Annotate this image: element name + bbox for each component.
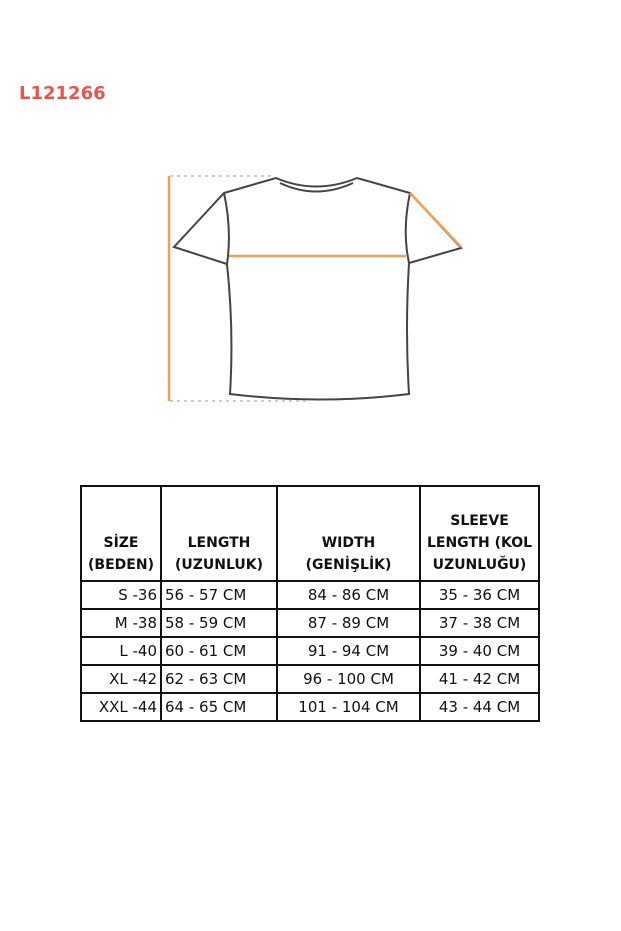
table-text: LENGTH (KOL (426, 535, 533, 551)
tshirt-measurement-diagram (167, 175, 463, 402)
table-text: 43 - 44 CM (419, 692, 540, 722)
size-table: SİZE (BEDEN) LENGTH (UZUNLUK) WIDTH (GENİŞL… (80, 485, 540, 722)
table-text: 87 - 89 CM (276, 608, 421, 638)
table-row: M -38 58 - 59 CM 87 - 89 CM 37 - 38 CM (80, 608, 540, 638)
table-text: XXL -44 (80, 692, 162, 722)
table-text: 56 - 57 CM (160, 580, 278, 610)
table-text: (BEDEN) (88, 557, 154, 573)
table-text: XL -42 (80, 664, 162, 694)
table-text: 101 - 104 CM (276, 692, 421, 722)
table-text: UZUNLUĞU) (432, 557, 527, 573)
table-row: L -40 60 - 61 CM 91 - 94 CM 39 - 40 CM (80, 636, 540, 666)
table-text: SLEEVE (450, 513, 509, 529)
table-text: (GENİŞLİK) (305, 557, 392, 573)
table-text: LENGTH (187, 535, 251, 551)
table-text: M -38 (80, 608, 162, 638)
tshirt-outline (172, 176, 463, 401)
header-size: SİZE (BEDEN) (80, 485, 162, 582)
table-text: (UZUNLUK) (174, 557, 264, 573)
product-code: L121266 (19, 83, 106, 104)
table-text: 39 - 40 CM (419, 636, 540, 666)
table-text: 35 - 36 CM (419, 580, 540, 610)
table-row: XL -42 62 - 63 CM 96 - 100 CM 41 - 42 CM (80, 664, 540, 694)
table-row: S -36 56 - 57 CM 84 - 86 CM 35 - 36 CM (80, 580, 540, 610)
table-text: 37 - 38 CM (419, 608, 540, 638)
table-text: 64 - 65 CM (160, 692, 278, 722)
table-text: 41 - 42 CM (419, 664, 540, 694)
table-text: 62 - 63 CM (160, 664, 278, 694)
table-text: SİZE (103, 535, 139, 551)
table-text: L -40 (80, 636, 162, 666)
table-text: 60 - 61 CM (160, 636, 278, 666)
table-text: S -36 (80, 580, 162, 610)
sleeve-line (409, 192, 462, 248)
table-text: 96 - 100 CM (276, 664, 421, 694)
header-length: LENGTH (UZUNLUK) (160, 485, 278, 582)
dotted-guides (170, 175, 310, 402)
header-width: WIDTH (GENİŞLİK) (276, 485, 421, 582)
table-text: 91 - 94 CM (276, 636, 421, 666)
table-text: WIDTH (321, 535, 376, 551)
header-row: SİZE (BEDEN) LENGTH (UZUNLUK) WIDTH (GENİŞL… (80, 485, 540, 582)
table-text: 58 - 59 CM (160, 608, 278, 638)
header-sleeve: SLEEVE LENGTH (KOL UZUNLUĞU) (419, 485, 540, 582)
table-text: 84 - 86 CM (276, 580, 421, 610)
measure-lines (167, 176, 462, 401)
table-row: XXL -44 64 - 65 CM 101 - 104 CM 43 - 44 CM (80, 692, 540, 722)
